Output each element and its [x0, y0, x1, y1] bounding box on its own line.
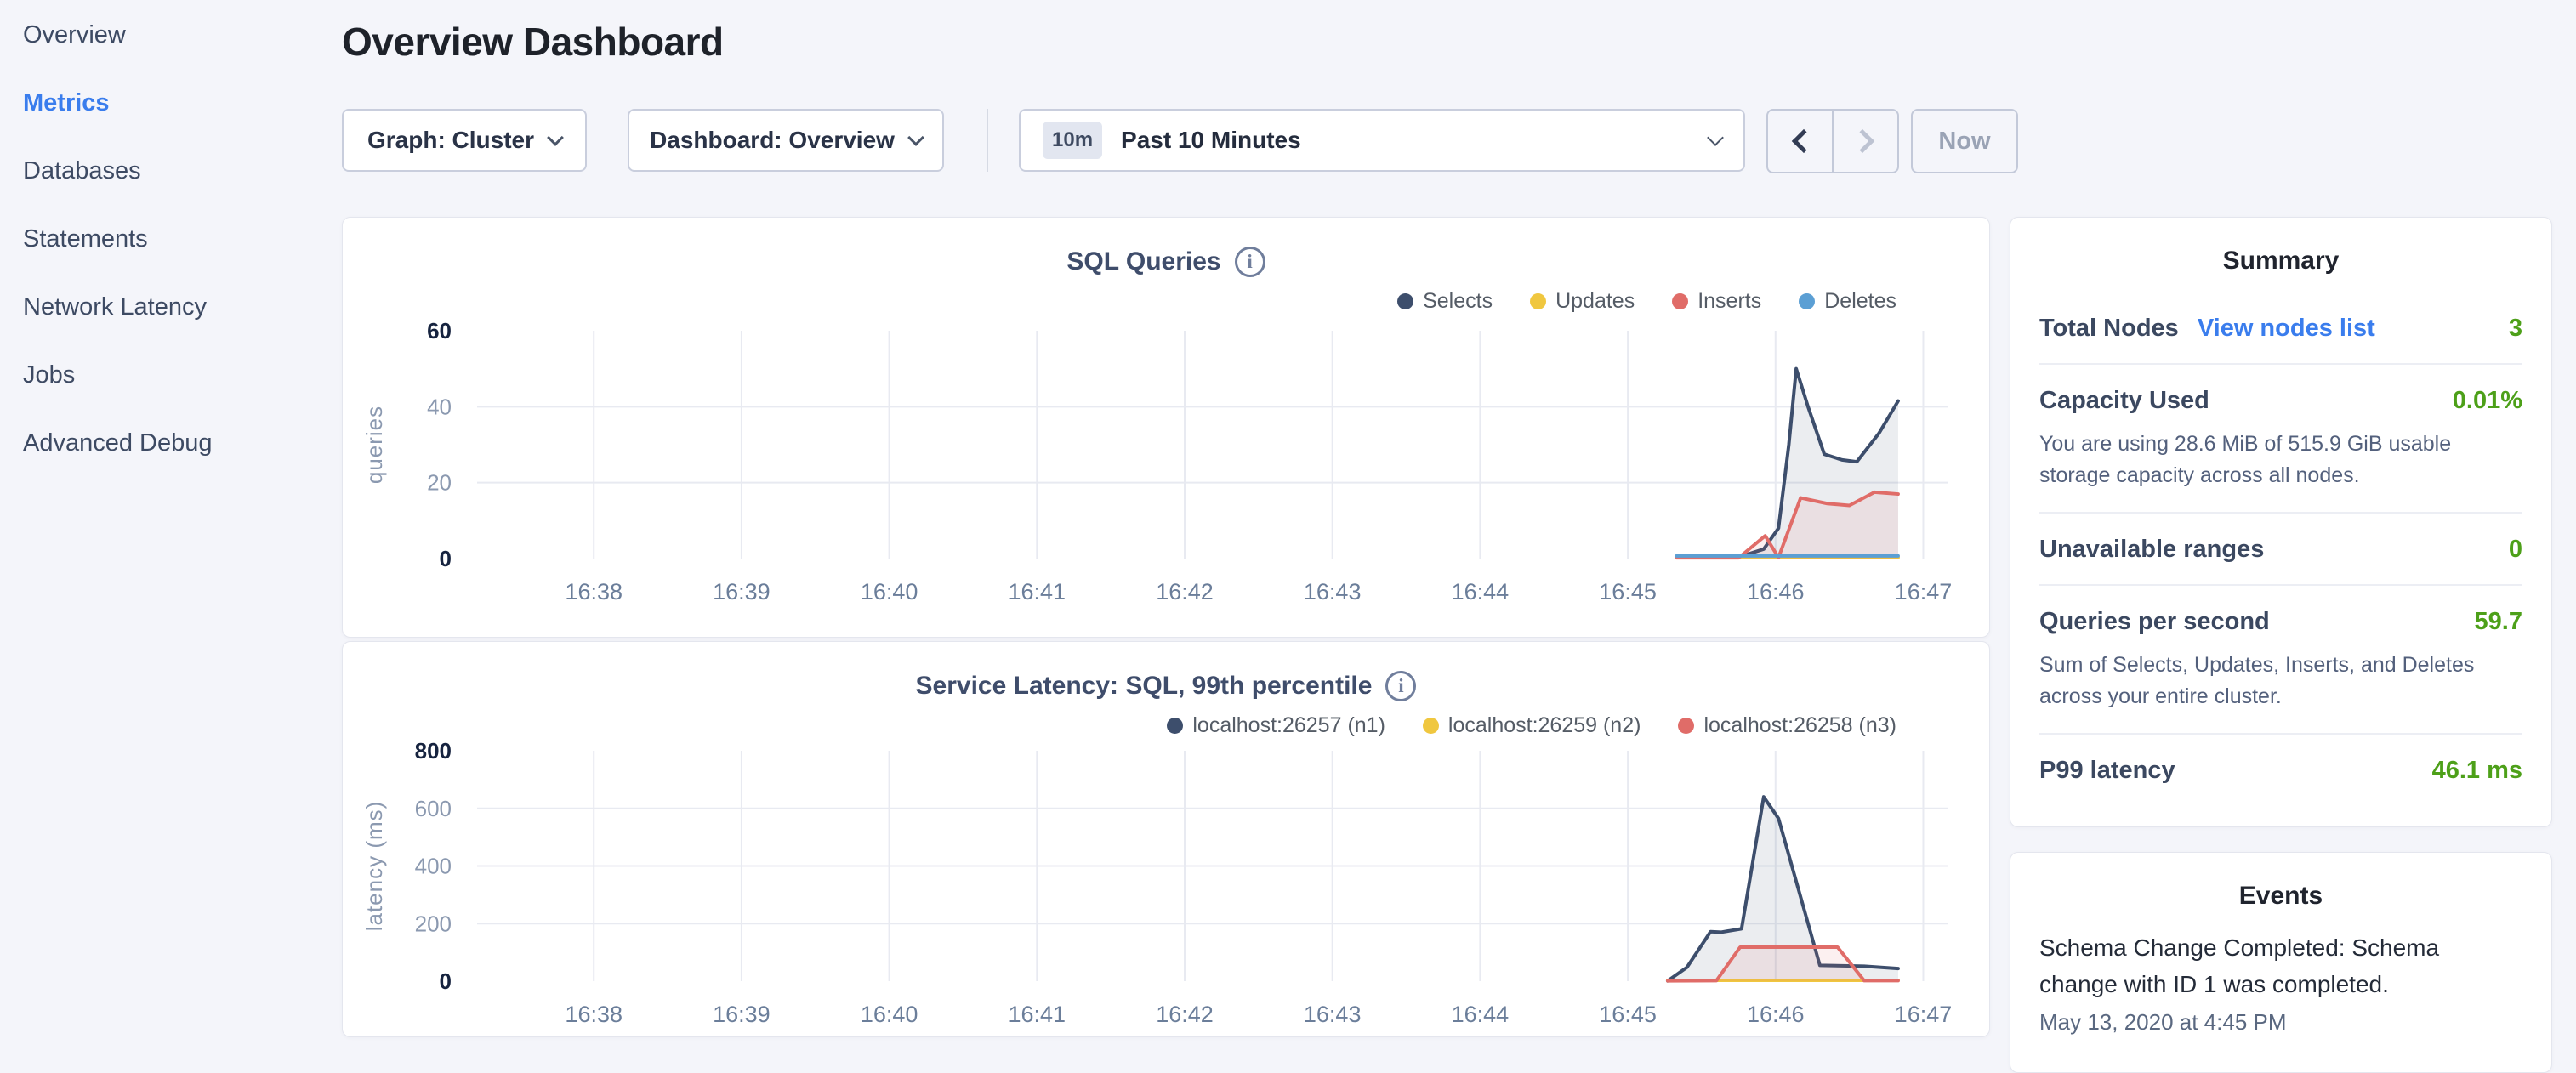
svg-text:0: 0 — [440, 546, 452, 571]
svg-text:16:41: 16:41 — [1009, 579, 1066, 605]
svg-text:16:39: 16:39 — [713, 579, 771, 605]
toolbar-divider — [987, 109, 988, 172]
graph-scope-dropdown-label: Graph: Cluster — [367, 127, 534, 154]
svg-text:16:47: 16:47 — [1895, 1002, 1953, 1027]
time-step-forward-button — [1834, 111, 1897, 172]
page-title: Overview Dashboard — [342, 19, 724, 65]
dashboard-dropdown-label: Dashboard: Overview — [650, 127, 895, 154]
sidebar-item-jobs[interactable]: Jobs — [23, 350, 340, 418]
svg-text:16:42: 16:42 — [1156, 579, 1214, 605]
qps-value: 59.7 — [2475, 608, 2522, 636]
svg-text:600: 600 — [415, 796, 452, 821]
svg-text:queries: queries — [361, 406, 387, 484]
qps-desc: Sum of Selects, Updates, Inserts, and De… — [2039, 650, 2522, 712]
view-nodes-list-link[interactable]: View nodes list — [2198, 315, 2375, 343]
event-text: Schema Change Completed: Schema change w… — [2039, 929, 2522, 1002]
chevron-right-icon — [1850, 129, 1874, 153]
chart-svg-1[interactable]: 16:38 16:39 16:40 16:41 16:42 16:43 16:44 16:45… — [343, 642, 1991, 1038]
total-nodes-label: Total Nodes — [2039, 315, 2179, 343]
svg-text:16:47: 16:47 — [1895, 579, 1953, 605]
summary-row-total-nodes: Total Nodes View nodes list 3 — [2039, 292, 2522, 365]
svg-text:16:41: 16:41 — [1009, 1002, 1066, 1027]
svg-text:800: 800 — [415, 738, 452, 764]
svg-text:16:40: 16:40 — [861, 579, 918, 605]
event-list-item[interactable]: Schema Change Completed: Schema change w… — [2039, 929, 2522, 1036]
qps-label: Queries per second — [2039, 608, 2270, 636]
svg-text:400: 400 — [415, 854, 452, 879]
svg-text:16:44: 16:44 — [1452, 1002, 1510, 1027]
time-range-label: Past 10 Minutes — [1121, 127, 1709, 154]
sidebar-item-network-latency[interactable]: Network Latency — [23, 282, 340, 350]
service-latency-chart-card: Service Latency: SQL, 99th percentile i … — [342, 641, 1990, 1037]
time-range-selector[interactable]: 10m Past 10 Minutes — [1019, 109, 1745, 172]
total-nodes-value: 3 — [2509, 315, 2522, 343]
summary-row-qps: Queries per second 59.7 Sum of Selects, … — [2039, 586, 2522, 735]
chart-svg-0[interactable]: 16:38 16:39 16:40 16:41 16:42 16:43 16:44 16:45… — [343, 218, 1991, 639]
sidebar-item-statements[interactable]: Statements — [23, 214, 340, 282]
unavailable-ranges-label: Unavailable ranges — [2039, 536, 2264, 564]
sidebar-item-metrics[interactable]: Metrics — [23, 78, 340, 146]
dashboard-dropdown[interactable]: Dashboard: Overview — [628, 109, 944, 172]
svg-text:16:42: 16:42 — [1156, 1002, 1214, 1027]
svg-text:60: 60 — [427, 318, 452, 343]
summary-title: Summary — [2010, 218, 2551, 275]
sidebar-item-advanced-debug[interactable]: Advanced Debug — [23, 418, 340, 486]
capacity-used-label: Capacity Used — [2039, 387, 2209, 415]
time-range-badge: 10m — [1043, 122, 1102, 159]
svg-text:200: 200 — [415, 911, 452, 936]
svg-text:16:43: 16:43 — [1304, 579, 1362, 605]
event-timestamp: May 13, 2020 at 4:45 PM — [2039, 1009, 2522, 1036]
sidebar: Overview Metrics Databases Statements Ne… — [0, 0, 340, 1051]
capacity-used-desc: You are using 28.6 MiB of 515.9 GiB usab… — [2039, 429, 2522, 491]
unavailable-ranges-value: 0 — [2509, 536, 2522, 564]
svg-text:16:45: 16:45 — [1599, 579, 1657, 605]
svg-text:16:39: 16:39 — [713, 1002, 771, 1027]
svg-text:16:44: 16:44 — [1452, 579, 1510, 605]
chevron-down-icon — [1707, 129, 1724, 146]
p99-latency-value: 46.1 ms — [2432, 757, 2522, 785]
svg-text:0: 0 — [440, 968, 452, 994]
chevron-left-icon — [1791, 129, 1815, 153]
sidebar-item-overview[interactable]: Overview — [23, 10, 340, 78]
svg-text:16:45: 16:45 — [1599, 1002, 1657, 1027]
capacity-used-value: 0.01% — [2453, 387, 2522, 415]
time-step-buttons — [1766, 109, 1899, 173]
now-button: Now — [1911, 109, 2018, 173]
summary-row-unavailable-ranges: Unavailable ranges 0 — [2039, 514, 2522, 586]
svg-text:latency (ms): latency (ms) — [361, 801, 387, 932]
summary-panel: Summary Total Nodes View nodes list 3 Ca… — [2010, 217, 2552, 827]
chevron-down-icon — [907, 129, 924, 146]
p99-latency-label: P99 latency — [2039, 757, 2175, 785]
svg-text:20: 20 — [427, 470, 452, 496]
svg-text:16:43: 16:43 — [1304, 1002, 1362, 1027]
chevron-down-icon — [547, 129, 564, 146]
sidebar-item-databases[interactable]: Databases — [23, 146, 340, 214]
svg-text:16:38: 16:38 — [565, 1002, 623, 1027]
sql-queries-chart-card: SQL Queries i SelectsUpdatesInsertsDelet… — [342, 217, 1990, 638]
graph-scope-dropdown[interactable]: Graph: Cluster — [342, 109, 587, 172]
svg-text:16:46: 16:46 — [1747, 579, 1805, 605]
summary-row-p99: P99 latency 46.1 ms — [2039, 735, 2522, 805]
events-title: Events — [2010, 853, 2551, 911]
events-panel: Events Schema Change Completed: Schema c… — [2010, 852, 2552, 1073]
time-step-back-button[interactable] — [1768, 111, 1834, 172]
svg-text:16:40: 16:40 — [861, 1002, 918, 1027]
summary-row-capacity: Capacity Used 0.01% You are using 28.6 M… — [2039, 365, 2522, 514]
svg-text:16:46: 16:46 — [1747, 1002, 1805, 1027]
svg-text:16:38: 16:38 — [565, 579, 623, 605]
svg-text:40: 40 — [427, 394, 452, 419]
